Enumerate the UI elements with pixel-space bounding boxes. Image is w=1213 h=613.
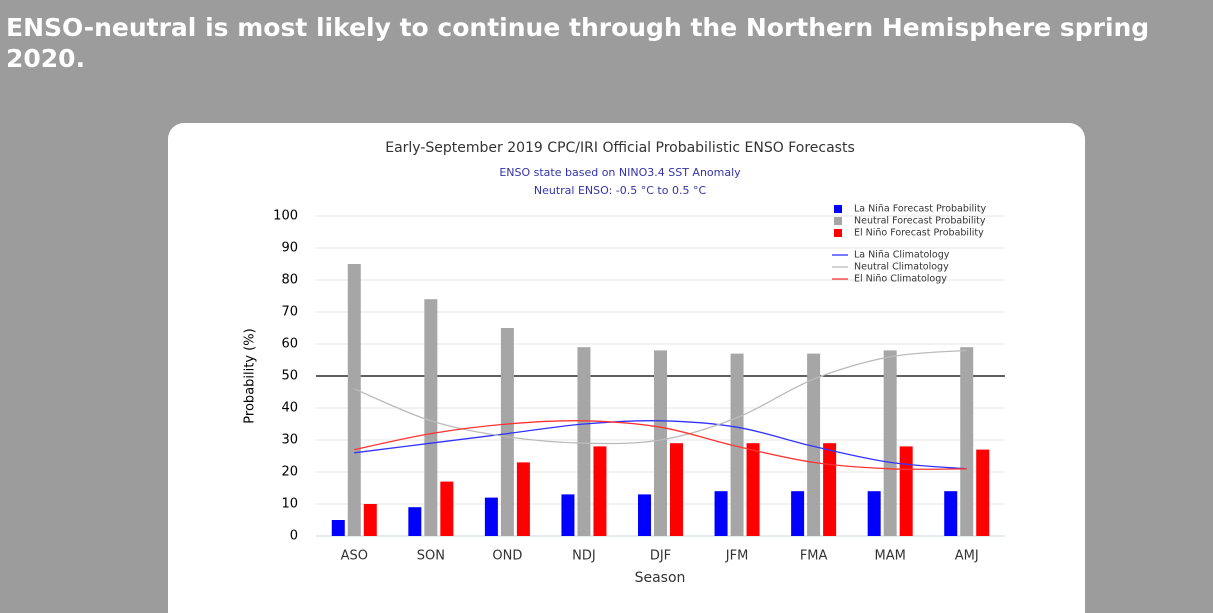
y-tick-label: 90 — [281, 241, 298, 256]
chart-title: Early-September 2019 CPC/IRI Official Pr… — [385, 140, 855, 156]
bar — [331, 520, 345, 536]
x-tick-label: OND — [492, 549, 522, 564]
x-tick-label: JFM — [725, 549, 749, 564]
y-tick-label: 80 — [281, 273, 298, 288]
headline: ENSO-neutral is most likely to continue … — [6, 13, 1150, 73]
legend-label: Neutral Climatology — [854, 262, 949, 273]
bar — [714, 491, 728, 536]
bar — [867, 491, 881, 536]
bar — [944, 491, 958, 536]
bar — [408, 507, 422, 536]
legend-swatch — [834, 205, 842, 213]
bar — [960, 347, 974, 536]
bar — [899, 446, 913, 536]
climatology-line — [354, 349, 967, 445]
bar — [363, 504, 377, 536]
bar — [500, 328, 514, 536]
legend-label: La Niña Forecast Probability — [854, 204, 987, 215]
x-tick-label: DJF — [650, 549, 671, 564]
legend-label: La Niña Climatology — [854, 250, 950, 261]
bar — [791, 491, 805, 536]
bar — [516, 462, 530, 536]
x-tick-label: SON — [417, 549, 445, 564]
x-tick-label: NDJ — [572, 549, 596, 564]
y-tick-label: 70 — [281, 305, 298, 320]
x-axis-label: Season — [635, 570, 686, 586]
bar — [670, 443, 683, 536]
bar — [424, 299, 438, 536]
x-tick-label: MAM — [875, 549, 906, 564]
bar — [347, 264, 361, 536]
bar — [883, 350, 897, 536]
bar — [484, 497, 498, 536]
legend-label: El Niño Climatology — [854, 274, 947, 285]
y-tick-label: 40 — [281, 401, 298, 416]
y-tick-label: 50 — [281, 369, 298, 384]
bar — [746, 443, 760, 536]
climatology-line — [354, 420, 967, 470]
climatology-line — [354, 420, 967, 470]
bar — [561, 494, 575, 536]
x-tick-label: ASO — [341, 549, 368, 564]
y-tick-label: 20 — [281, 465, 298, 480]
bar — [577, 347, 591, 536]
bar — [807, 353, 821, 536]
bar — [730, 353, 744, 536]
bar — [654, 350, 667, 536]
chart-subtitle: ENSO state based on NINO3.4 SST Anomaly — [499, 166, 741, 179]
y-tick-label: 0 — [290, 529, 298, 544]
chart-card — [168, 123, 1085, 613]
bar — [593, 446, 607, 536]
chart-subtitle: Neutral ENSO: -0.5 °C to 0.5 °C — [534, 184, 707, 197]
y-tick-label: 10 — [281, 497, 298, 512]
bar — [638, 494, 651, 536]
legend-swatch — [834, 217, 842, 225]
x-tick-label: AMJ — [955, 549, 979, 564]
legend-label: Neutral Forecast Probability — [854, 216, 986, 227]
legend-swatch — [834, 229, 842, 237]
y-tick-label: 100 — [273, 209, 298, 224]
y-tick-label: 30 — [281, 433, 298, 448]
y-tick-label: 60 — [281, 337, 298, 352]
legend-label: El Niño Forecast Probability — [854, 228, 984, 239]
bar — [440, 481, 454, 536]
y-axis-label: Probability (%) — [243, 328, 258, 423]
bar — [976, 449, 990, 536]
bar — [823, 443, 837, 536]
x-tick-label: FMA — [800, 549, 828, 564]
